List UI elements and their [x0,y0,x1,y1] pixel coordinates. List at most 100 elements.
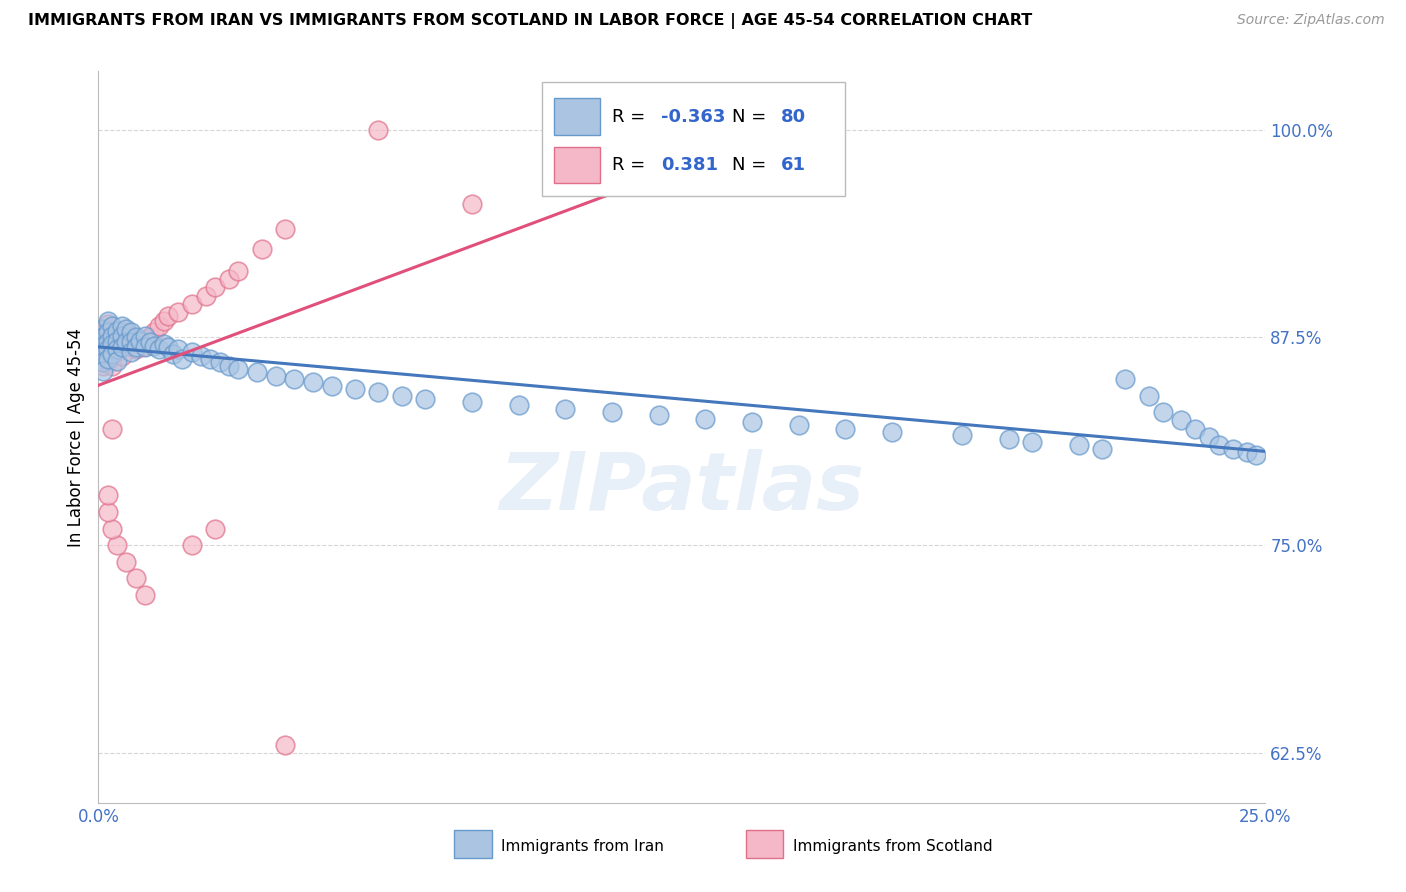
Point [880,425,903,439]
Point [129,334,152,348]
Point [274,738,297,752]
Point [97,317,120,331]
Point [148,342,170,356]
Point [157,340,180,354]
Point [97,335,120,350]
Point [91,351,114,365]
Point [105,337,128,351]
Point [600,405,623,419]
Point [101,521,124,535]
Point [91,347,114,361]
Point [91,330,114,344]
Point [228,362,250,376]
Point [97,342,120,356]
Point [274,222,297,236]
Point [152,314,174,328]
Point [1114,372,1136,386]
FancyBboxPatch shape [554,98,600,135]
Point [1222,442,1244,456]
Text: Immigrants from Scotland: Immigrants from Scotland [793,839,993,855]
Point [283,372,305,386]
Point [461,395,484,409]
Point [218,359,240,373]
Point [101,337,124,351]
Point [508,399,530,413]
Point [111,349,134,363]
Point [120,345,142,359]
Point [134,338,156,352]
Point [129,335,152,350]
Point [218,272,240,286]
Point [91,355,114,369]
Point [264,368,287,383]
Point [101,332,124,346]
Point [91,322,114,336]
Point [105,324,128,338]
Point [91,334,114,348]
Point [157,309,180,323]
Point [97,322,120,336]
Point [91,338,114,352]
Point [97,326,120,341]
Point [950,428,973,442]
Point [166,305,188,319]
Point [105,538,128,552]
Point [97,347,120,361]
Point [97,330,120,344]
Point [101,318,124,333]
Point [834,422,856,436]
Point [134,328,156,343]
Point [105,328,128,343]
Point [91,338,114,352]
Point [91,355,114,369]
Point [321,378,343,392]
Text: Immigrants from Iran: Immigrants from Iran [501,839,664,855]
Point [111,340,134,354]
Point [1198,430,1220,444]
Point [787,418,810,433]
Point [101,324,124,338]
Point [190,349,212,363]
Point [125,342,148,356]
Point [143,326,166,340]
Point [148,318,170,333]
Point [101,347,124,361]
Point [391,388,413,402]
Point [101,359,124,373]
Point [97,338,120,352]
Point [143,338,166,352]
FancyBboxPatch shape [747,830,783,858]
Point [204,521,226,535]
Point [115,322,138,336]
Text: R =: R = [612,156,651,174]
Point [367,122,389,136]
Point [91,342,114,356]
Point [91,359,114,373]
Text: R =: R = [612,108,651,126]
Point [101,340,124,354]
Point [120,338,142,352]
Point [180,538,202,552]
Point [97,355,120,369]
Point [172,351,194,366]
Point [246,365,269,379]
Point [1021,435,1043,450]
Point [367,385,389,400]
Point [344,382,367,396]
Point [125,340,148,354]
FancyBboxPatch shape [554,146,600,183]
Point [115,335,138,350]
Point [1152,405,1174,419]
Point [166,342,188,356]
Point [97,314,120,328]
Point [554,401,576,416]
Point [125,330,148,344]
Point [115,335,138,350]
Text: ZIPatlas: ZIPatlas [499,450,865,527]
Point [134,588,156,602]
Point [228,264,250,278]
Point [120,335,142,350]
Text: -0.363: -0.363 [661,108,725,126]
Point [115,326,138,340]
Point [1091,442,1114,456]
